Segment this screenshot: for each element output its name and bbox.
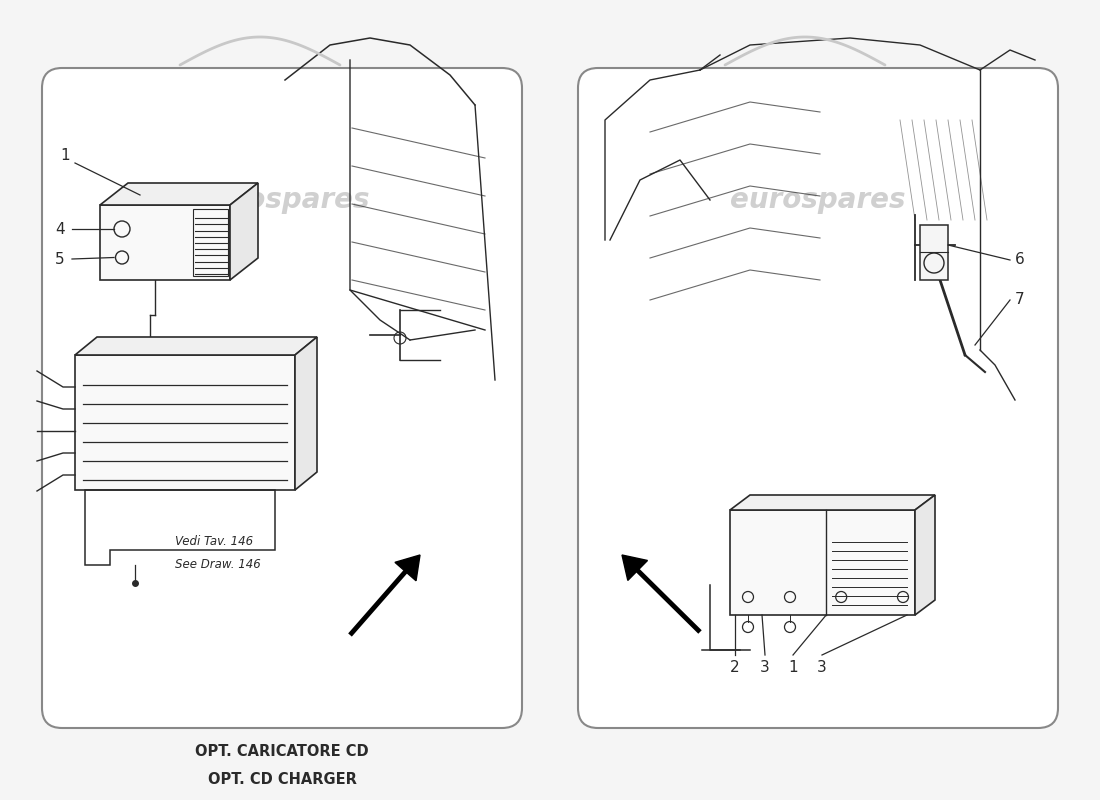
Polygon shape xyxy=(230,183,258,280)
Polygon shape xyxy=(915,495,935,615)
Text: eurospares: eurospares xyxy=(195,186,370,214)
Text: 6: 6 xyxy=(1015,253,1025,267)
Text: 5: 5 xyxy=(55,251,65,266)
Text: OPT. CARICATORE CD: OPT. CARICATORE CD xyxy=(195,745,368,759)
Text: See Draw. 146: See Draw. 146 xyxy=(175,558,261,571)
Text: 1: 1 xyxy=(789,661,797,675)
Text: 1: 1 xyxy=(60,147,69,162)
FancyBboxPatch shape xyxy=(42,68,522,728)
Text: 4: 4 xyxy=(55,222,65,237)
Text: eurospares: eurospares xyxy=(730,186,905,214)
Bar xyxy=(730,510,915,615)
Text: OPT. CD CHARGER: OPT. CD CHARGER xyxy=(208,773,356,787)
Bar xyxy=(920,225,948,280)
Bar xyxy=(100,205,230,280)
Polygon shape xyxy=(730,495,935,510)
Polygon shape xyxy=(100,183,258,205)
Text: Vedi Tav. 146: Vedi Tav. 146 xyxy=(175,535,253,548)
Bar xyxy=(192,209,228,276)
Polygon shape xyxy=(75,337,317,355)
Text: 7: 7 xyxy=(1015,293,1024,307)
Text: 3: 3 xyxy=(817,661,827,675)
Polygon shape xyxy=(395,555,420,581)
Text: 3: 3 xyxy=(760,661,770,675)
Polygon shape xyxy=(621,555,648,581)
FancyBboxPatch shape xyxy=(578,68,1058,728)
Text: 2: 2 xyxy=(730,661,740,675)
Polygon shape xyxy=(295,337,317,490)
Bar xyxy=(75,355,295,490)
